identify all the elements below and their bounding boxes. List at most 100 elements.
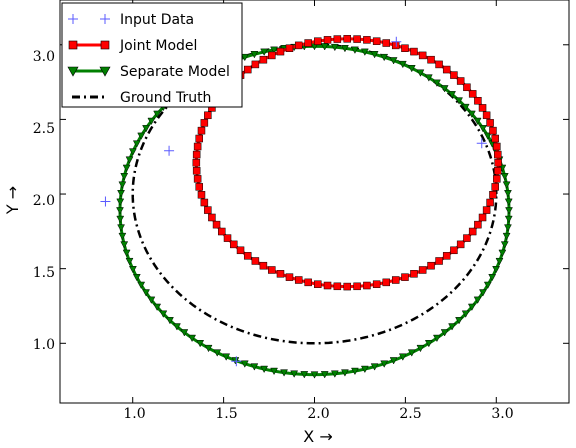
separate-model-marker	[310, 371, 319, 379]
separate-model-marker	[240, 53, 249, 62]
separate-model-marker	[351, 367, 359, 376]
y-tick-label-5: 3.0	[33, 49, 55, 65]
joint-model-marker	[478, 104, 487, 112]
separate-model-marker	[351, 46, 359, 54]
joint-model-marker	[450, 246, 458, 255]
joint-model-marker	[442, 252, 451, 260]
joint-model-marker	[212, 220, 221, 229]
separate-model-marker	[432, 334, 441, 343]
joint-model-marker	[197, 126, 206, 135]
separate-model-marker	[467, 303, 476, 311]
separate-model-marker	[222, 353, 231, 361]
separate-model-marker	[153, 110, 162, 118]
separate-model-marker	[502, 232, 511, 241]
joint-model-marker	[456, 77, 465, 85]
separate-model-marker	[504, 190, 512, 198]
joint-model-marker	[218, 227, 226, 236]
joint-model-marker	[401, 273, 409, 281]
y-tick-label-4: 2.5	[33, 121, 55, 137]
separate-model-marker	[231, 357, 240, 365]
input-data-point	[391, 36, 402, 47]
legend-label-joint-model: Joint Model	[119, 38, 197, 54]
separate-model-marker	[125, 257, 134, 266]
joint-model-marker	[276, 270, 285, 278]
joint-model-marker	[204, 111, 212, 120]
separate-model-marker	[360, 48, 369, 56]
joint-model-marker	[486, 198, 494, 207]
separate-model-marker	[118, 232, 127, 241]
legend-marker-separate-model-2	[99, 66, 111, 77]
joint-model-marker	[410, 270, 418, 278]
joint-model-marker	[482, 206, 491, 214]
joint-model-marker	[294, 41, 303, 50]
separate-model-marker	[500, 173, 509, 181]
separate-model-marker	[159, 310, 168, 318]
joint-model-marker	[251, 60, 260, 69]
joint-model-marker	[418, 266, 427, 274]
joint-model-marker	[493, 175, 501, 183]
separate-model-marker	[483, 281, 492, 290]
joint-model-marker	[223, 234, 232, 242]
separate-model-marker	[188, 334, 197, 343]
joint-model-marker	[363, 36, 371, 44]
separate-model-marker	[483, 132, 492, 140]
separate-model-marker	[132, 140, 141, 148]
separate-model-marker	[270, 46, 278, 54]
joint-model-marker	[192, 167, 201, 175]
joint-model-marker	[391, 276, 400, 284]
legend-marker-input-data-1	[68, 14, 78, 24]
separate-model-marker	[118, 181, 127, 189]
joint-model-marker	[353, 282, 361, 291]
separate-model-marker	[142, 125, 150, 133]
input-data-point	[231, 356, 242, 367]
separate-model-marker	[330, 370, 339, 378]
legend-label-input-data: Input Data	[120, 12, 194, 28]
joint-model-marker	[401, 44, 409, 52]
separate-model-marker	[122, 249, 131, 257]
separate-model-marker	[448, 323, 456, 331]
separate-model-marker	[461, 103, 470, 112]
separate-model-marker	[153, 303, 162, 311]
legend-label-ground-truth: Ground Truth	[120, 90, 211, 106]
legend-label-separate-model: Separate Model	[120, 64, 230, 80]
joint-model-marker	[468, 227, 477, 236]
separate-model-marker	[117, 190, 125, 198]
joint-model-marker	[486, 119, 494, 127]
series-layer	[100, 35, 513, 379]
separate-model-marker	[380, 53, 389, 62]
joint-model-marker	[204, 206, 212, 214]
joint-model-marker	[456, 240, 465, 249]
separate-model-marker	[260, 365, 269, 374]
separate-model-marker	[320, 371, 329, 379]
y-tick-label-3: 2.0	[33, 193, 55, 209]
joint-model-marker	[343, 35, 351, 43]
joint-model-marker	[343, 282, 351, 291]
separate-model-marker	[142, 289, 150, 297]
separate-model-marker	[137, 281, 146, 290]
joint-model-marker	[192, 158, 201, 167]
x-tick-label-4: 2.5	[399, 406, 421, 422]
joint-model-marker	[314, 280, 322, 288]
legend-marker-joint-model-2	[100, 40, 110, 50]
separate-model-marker	[448, 91, 456, 99]
joint-model-marker	[478, 213, 487, 222]
separate-model-marker	[407, 349, 416, 357]
separate-model-marker	[492, 266, 501, 274]
legend: Input Data Joint Model Separate Model Gr…	[61, 2, 243, 108]
joint-model-marker	[463, 234, 471, 242]
y-axis-title: Y →	[3, 186, 22, 215]
separate-model-marker	[467, 110, 476, 118]
separate-model-marker	[389, 57, 398, 65]
separate-model-marker	[504, 224, 512, 232]
separate-model-marker	[416, 69, 425, 77]
joint-model-marker	[435, 60, 443, 69]
separate-model-marker	[250, 51, 259, 59]
separate-model-marker	[213, 349, 222, 357]
joint-model-marker	[268, 266, 276, 274]
input-data-point	[100, 196, 111, 207]
joint-model-marker	[304, 39, 312, 47]
joint-model-marker	[450, 71, 458, 79]
joint-model-marker	[195, 134, 203, 143]
separate-model-marker	[128, 266, 137, 274]
separate-model-marker	[128, 148, 137, 156]
